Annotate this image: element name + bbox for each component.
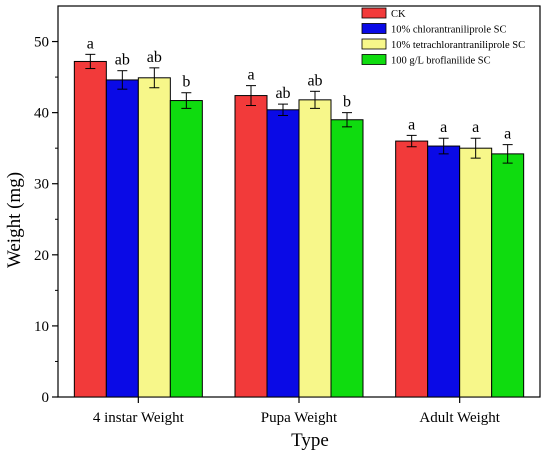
bar	[234, 95, 268, 398]
bar	[491, 153, 525, 398]
x-tick-label: Pupa Weight	[261, 410, 338, 426]
y-tick-label: 50	[34, 35, 49, 51]
significance-label: a	[440, 119, 447, 136]
y-axis-title: Weight (mg)	[4, 172, 25, 268]
bar	[427, 145, 461, 398]
bar	[169, 100, 203, 398]
significance-label: b	[343, 94, 351, 111]
x-axis: 4 instar Weight Pupa Weight Adult Weight	[93, 397, 501, 426]
bar	[459, 147, 493, 398]
legend-swatch	[361, 54, 387, 65]
bar	[298, 99, 332, 398]
legend-swatch	[361, 23, 387, 34]
legend-swatch	[361, 7, 387, 19]
x-tick-label: Adult Weight	[419, 410, 500, 426]
legend-swatch	[361, 38, 387, 50]
y-tick-label: 40	[34, 106, 49, 122]
bar	[266, 109, 300, 398]
significance-label: a	[504, 126, 511, 143]
y-tick-label: 30	[34, 177, 49, 193]
significance-label: a	[87, 35, 94, 52]
bar	[73, 60, 107, 398]
significance-label: a	[247, 67, 254, 84]
y-tick-label: 0	[42, 390, 50, 406]
y-tick-label: 10	[34, 319, 49, 335]
significance-label: ab	[307, 72, 322, 89]
x-tick-label: 4 instar Weight	[93, 410, 185, 426]
legend-label: 10% chlorantraniliprole SC	[391, 25, 506, 36]
significance-label: a	[472, 119, 479, 136]
significance-label: b	[182, 74, 190, 91]
y-tick-label: 20	[34, 248, 49, 264]
significance-label: a	[408, 116, 415, 133]
legend-label: 100 g/L broflanilide SC	[391, 56, 491, 67]
legend: CK 10% chlorantraniliprole SC 10% tetrachl…	[361, 7, 525, 67]
bar	[330, 119, 364, 398]
legend-label: CK	[391, 9, 406, 20]
bar	[105, 79, 139, 398]
significance-label: ab	[115, 52, 130, 69]
x-axis-title: Type	[291, 430, 329, 451]
y-axis: 0 10 20 30 40 50	[34, 35, 58, 406]
bar	[137, 77, 171, 398]
legend-label: 10% tetrachlorantraniliprole SC	[391, 40, 525, 51]
significance-label: ab	[147, 49, 162, 66]
bar	[395, 140, 429, 398]
significance-label: ab	[275, 85, 290, 102]
